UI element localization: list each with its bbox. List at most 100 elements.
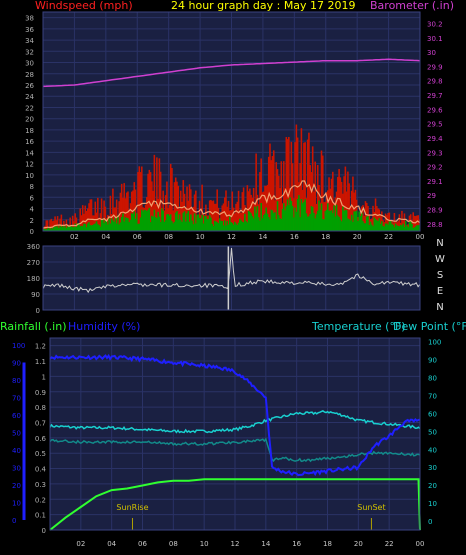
wind-gust-bar — [284, 188, 286, 231]
barometer-tick-label: 29.9 — [427, 63, 443, 71]
wind-speed-bar — [290, 200, 293, 231]
wind-speed-bar — [409, 221, 412, 231]
wind-speed-bar — [332, 213, 334, 231]
wind-speed-bar — [129, 219, 132, 231]
humidity-tick-label: 30 — [12, 465, 21, 473]
wind-speed-bar — [60, 227, 63, 231]
wind-gust-bar — [306, 139, 309, 231]
wind-y-tick-label: 28 — [25, 71, 34, 79]
wind-speed-bar — [288, 205, 290, 231]
wind-speed-bar — [220, 220, 222, 231]
wind-speed-bar — [119, 222, 122, 231]
humidity-line — [49, 353, 421, 477]
wind-y-tick-label: 34 — [25, 37, 34, 45]
barometer-tick-label: 29 — [427, 192, 436, 200]
wind-gust-bar — [283, 161, 285, 231]
wind-speed-bar — [398, 226, 401, 231]
direction-y-tick-label: 360 — [27, 243, 40, 251]
wind-gust-bar — [99, 213, 102, 231]
wind-gust-bar — [213, 203, 216, 231]
wind-speed-bar — [173, 221, 176, 231]
wind-y-tick-label: 10 — [25, 172, 34, 180]
temperature-tick-label: 100 — [428, 339, 441, 347]
wind-speed-bar — [349, 220, 352, 231]
temperature-tick-label: 20 — [428, 482, 437, 490]
wind-speed-bar — [406, 225, 408, 231]
wind-speed-bar — [227, 224, 230, 231]
wind-speed-bar — [284, 210, 286, 231]
wind-gust-bar — [236, 201, 239, 231]
wind-gust-bar — [320, 150, 323, 231]
wind-speed-bar — [164, 220, 167, 231]
wind-speed-bar — [250, 213, 252, 231]
wind-speed-bar — [132, 213, 134, 231]
wind-gust-bar — [54, 216, 56, 231]
wind-speed-bar — [139, 217, 142, 231]
wind-speed-bar — [124, 217, 127, 231]
rainfall-tick-label: 0 — [42, 527, 46, 535]
wind-speed-bar — [56, 226, 59, 231]
wind-speed-bar — [84, 223, 87, 231]
humidity-tick-label: 100 — [12, 342, 25, 350]
wind-speed-bar — [350, 214, 353, 231]
wind-gust-bar — [352, 176, 354, 231]
wind-speed-bar — [81, 226, 84, 231]
wind-gust-bar — [313, 191, 315, 231]
wind-speed-bar — [76, 222, 79, 231]
wind-speed-bar — [83, 223, 85, 231]
wind-speed-bar — [267, 217, 270, 231]
wind-speed-bar — [146, 211, 148, 231]
wind-gust-bar — [109, 195, 112, 231]
wind-speed-bar — [48, 227, 50, 231]
sun-marker-label: SunSet — [357, 503, 385, 512]
wind-speed-bar — [45, 229, 48, 231]
wind-speed-bar — [373, 217, 376, 231]
wind-gust-bar — [138, 166, 141, 231]
wind-gust-bar — [149, 172, 152, 231]
wind-speed-bar — [79, 226, 81, 231]
wind-speed-bar — [313, 212, 315, 231]
wind-gust-bar — [107, 214, 109, 231]
barometer-tick-label: 28.8 — [427, 221, 443, 229]
weather-x-tick-label: 16 — [292, 540, 301, 548]
wind-gust-bar — [309, 165, 311, 231]
wind-gust-bar — [260, 158, 262, 231]
barometer-tick-label: 28.9 — [427, 207, 443, 215]
temperature-tick-label: 30 — [428, 464, 437, 472]
wind-x-tick-label: 00 — [416, 233, 425, 241]
wind-speed-bar — [308, 216, 310, 231]
rainfall-tick-label: 0.2 — [35, 496, 46, 504]
wind-speed-bar — [123, 221, 125, 231]
wind-gust-bar — [266, 184, 269, 231]
wind-speed-bar — [159, 221, 162, 231]
wind-gust-bar — [69, 217, 71, 231]
wind-speed-bar — [377, 220, 379, 231]
wind-speed-bar — [314, 218, 316, 231]
wind-speed-bar — [86, 223, 89, 231]
wind-speed-bar — [325, 209, 328, 231]
wind-gust-bar — [89, 199, 92, 231]
wind-speed-bar — [178, 214, 181, 231]
wind-speed-bar — [181, 221, 183, 231]
wind-speed-bar — [413, 227, 416, 231]
wind-gust-bar — [416, 215, 418, 231]
wind-gust-bar — [119, 192, 122, 231]
wind-panel-border — [42, 11, 421, 232]
wind-speed-bar — [163, 221, 166, 231]
wind-gust-bar — [323, 202, 325, 231]
wind-gust-bar — [148, 169, 151, 231]
wind-speed-bar — [195, 223, 197, 231]
wind-y-tick-label: 2 — [30, 217, 34, 225]
wind-gust-bar — [321, 155, 324, 231]
wind-speed-bar — [223, 220, 226, 231]
wind-speed-bar — [53, 227, 55, 231]
wind-speed-bar — [291, 205, 294, 231]
weather-panel-border — [49, 337, 421, 531]
wind-speed-bar — [190, 214, 192, 231]
wind-speed-bar — [168, 215, 171, 231]
wind-speed-bar — [285, 206, 288, 231]
wind-speed-bar — [241, 221, 244, 231]
wind-speed-bar — [334, 216, 337, 231]
wind-gust-bar — [368, 214, 371, 231]
wind-speed-bar — [305, 213, 308, 231]
